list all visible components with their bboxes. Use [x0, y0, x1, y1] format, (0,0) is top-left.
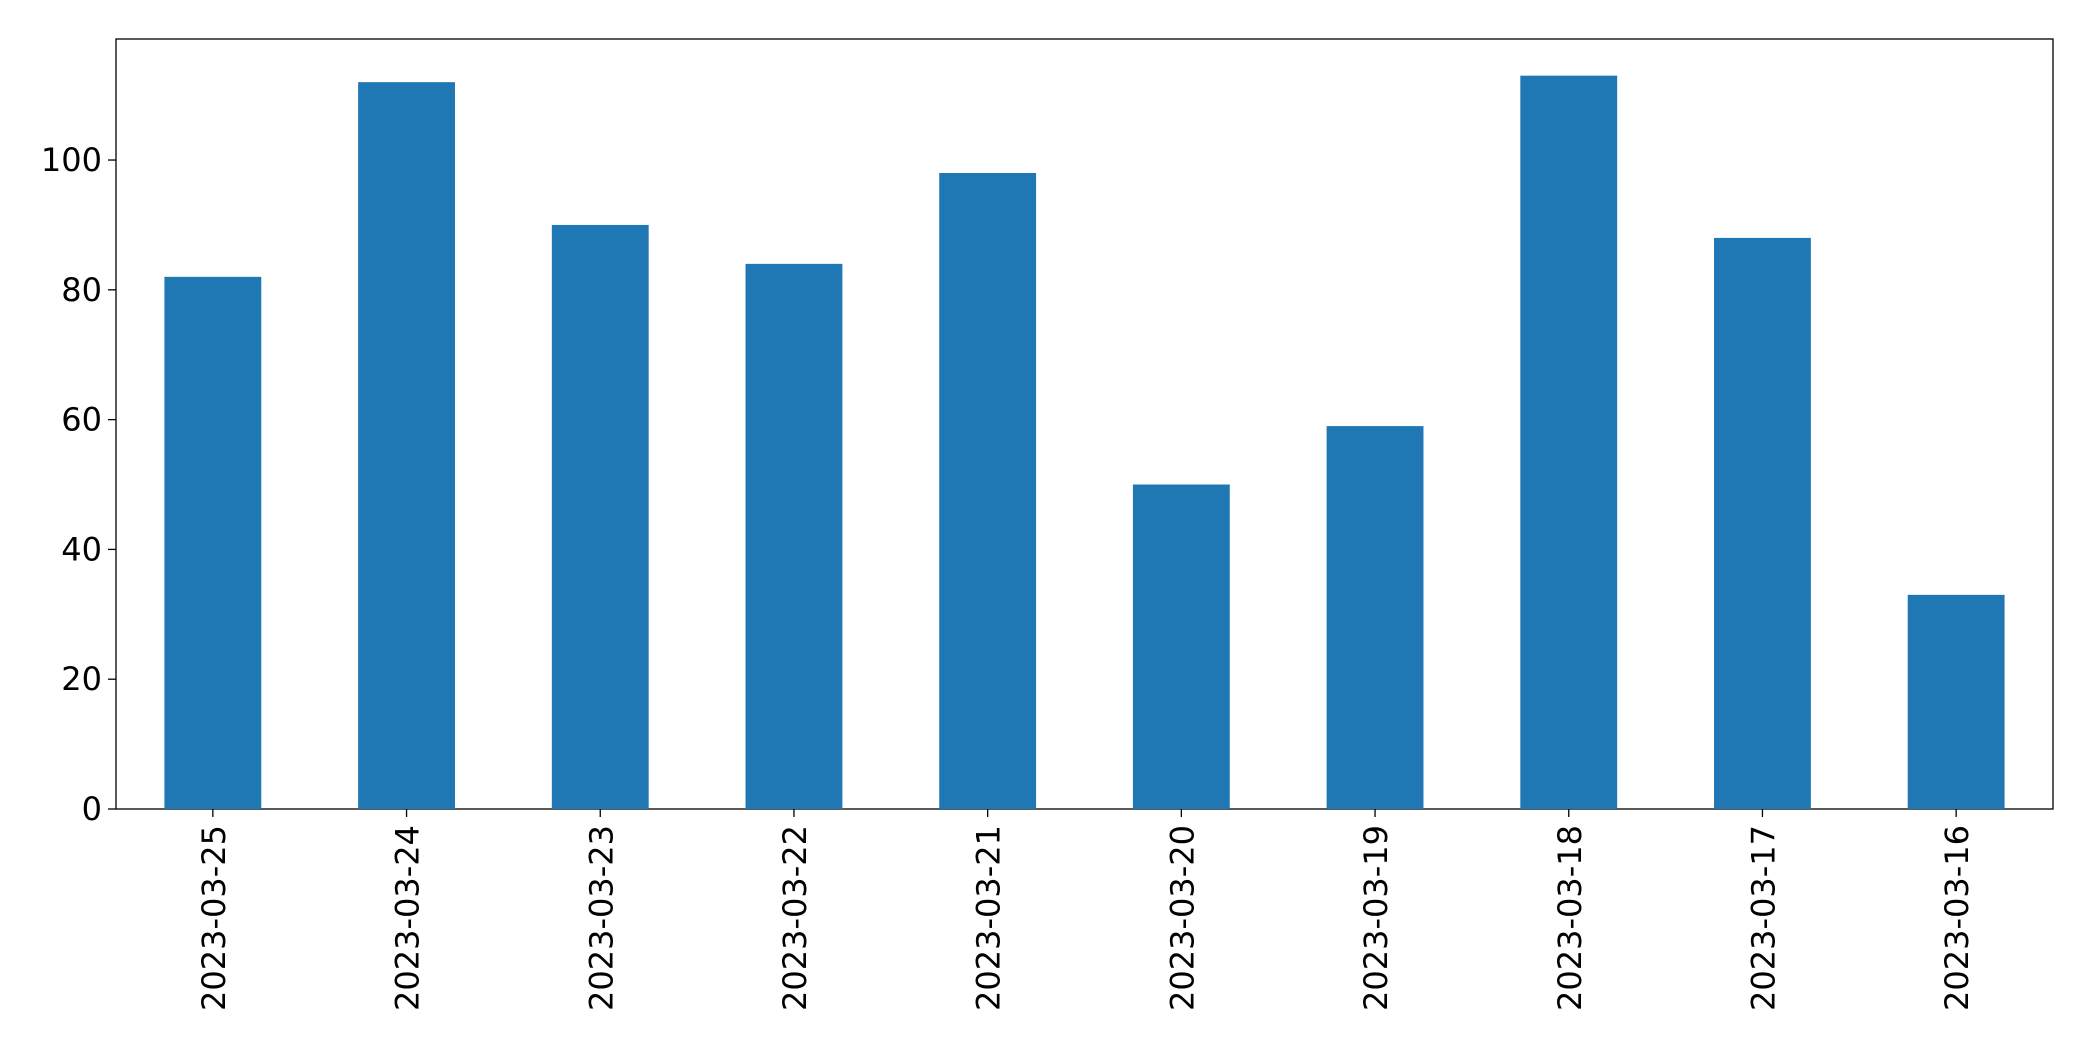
y-tick-label: 40	[61, 530, 102, 568]
y-tick-label: 60	[61, 401, 102, 439]
bar	[1132, 484, 1230, 809]
bar	[358, 82, 455, 809]
bar	[745, 263, 843, 809]
y-tick-label: 80	[61, 271, 102, 309]
x-tick-label: 2023-03-23	[582, 825, 620, 1011]
y-tick-label: 100	[41, 141, 102, 179]
bar	[939, 173, 1037, 810]
plot-frame	[115, 38, 2054, 810]
bar	[1714, 237, 1811, 809]
bar	[551, 224, 649, 809]
x-tick-label: 2023-03-22	[776, 825, 814, 1011]
y-tick-label: 20	[61, 660, 102, 698]
x-tick-label: 2023-03-17	[1744, 825, 1782, 1011]
bar	[164, 276, 262, 809]
x-tick-label: 2023-03-18	[1551, 825, 1589, 1011]
x-tick-label: 2023-03-19	[1357, 825, 1395, 1011]
x-tick-label: 2023-03-24	[389, 825, 427, 1011]
x-tick-label: 2023-03-16	[1938, 825, 1976, 1011]
x-tick-label: 2023-03-21	[970, 825, 1008, 1011]
y-tick-label: 0	[82, 790, 102, 828]
x-tick-label: 2023-03-20	[1163, 825, 1201, 1011]
bar	[1520, 75, 1618, 809]
x-tick-label: 2023-03-25	[195, 825, 233, 1011]
bar	[1326, 426, 1424, 809]
bar	[1907, 594, 2005, 809]
